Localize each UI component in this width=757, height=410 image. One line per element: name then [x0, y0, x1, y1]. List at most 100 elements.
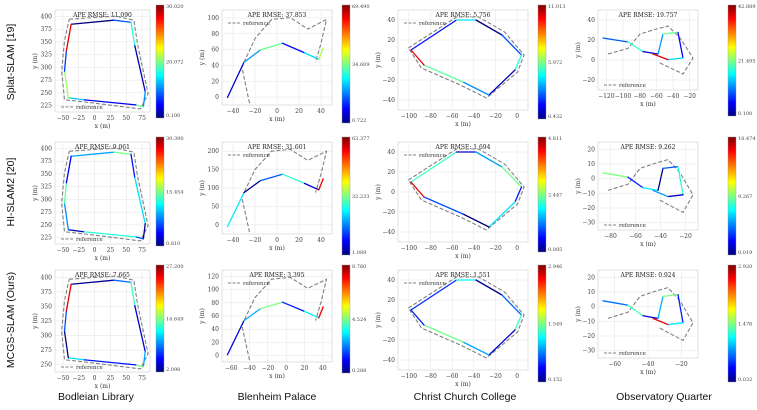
y-tick-label: 50	[211, 203, 219, 210]
y-axis-label: y (m)	[199, 180, 206, 197]
colorbar	[537, 264, 547, 383]
estimated-trajectory-segment	[130, 153, 136, 179]
y-tick-label: 0	[215, 94, 219, 101]
colorbar-tick-label: 1.476	[738, 322, 752, 328]
y-tick-label: 375	[41, 158, 53, 165]
y-tick-label: 250	[41, 90, 53, 97]
estimated-trajectory-segment	[226, 191, 245, 228]
legend-reference-label: reference	[619, 351, 646, 357]
panel-title: APE RMSE: 9.061	[74, 144, 130, 151]
estimated-trajectory-segment	[410, 49, 425, 66]
x-axis-label: x (m)	[95, 123, 111, 130]
colorbar-tick-label: 4.524	[352, 317, 366, 323]
y-tick-label: 275	[41, 77, 53, 84]
estimated-trajectory-segment	[462, 81, 490, 96]
estimated-trajectory-segment	[65, 23, 72, 52]
panel-title: APE RMSE: 9.262	[620, 144, 676, 151]
estimated-trajectory-segment	[70, 19, 115, 25]
estimated-trajectory-segment	[423, 324, 464, 343]
colorbar-tick-label: 9.267	[738, 194, 752, 200]
x-tick-label: −100	[401, 113, 418, 120]
estimated-trajectory-segment	[475, 279, 503, 296]
y-tick-label: 225	[41, 235, 53, 242]
estimated-trajectory-segment	[67, 97, 85, 101]
estimated-trajectory-segment	[243, 307, 262, 322]
x-axis-label: x (m)	[640, 241, 656, 248]
estimated-trajectory-segment	[113, 19, 132, 23]
panel-title: APE RMSE: 7.665	[74, 272, 130, 279]
x-tick-label: 20	[295, 108, 303, 115]
row-label-mcgs: MCGS-SLAM (Ours)	[5, 272, 17, 368]
y-tick-label: 300	[41, 333, 53, 340]
estimated-trajectory-segment	[627, 41, 644, 53]
colorbar	[537, 4, 547, 120]
y-tick-label: 350	[41, 171, 53, 178]
colorbar	[341, 264, 351, 374]
y-tick-label: 40	[211, 326, 219, 333]
estimated-trajectory-segment	[475, 19, 503, 36]
estimated-trajectory-segment	[514, 314, 523, 331]
estimated-trajectory-segment	[475, 151, 503, 168]
estimated-trajectory-segment	[226, 61, 245, 99]
x-axis-label: x (m)	[95, 383, 111, 390]
legend-reference-label: reference	[243, 153, 270, 159]
x-tick-label: −25	[72, 247, 85, 254]
estimated-trajectory-segment	[662, 293, 679, 298]
x-tick-label: −80	[424, 113, 437, 120]
reference-trajectory	[61, 275, 149, 370]
estimated-trajectory-segment	[642, 187, 659, 192]
estimated-trajectory-segment	[134, 177, 146, 225]
legend-reference-label: reference	[243, 21, 270, 27]
colorbar-tick-label: 2.920	[738, 264, 752, 270]
estimated-trajectory-segment	[642, 315, 659, 320]
x-tick-label: −120	[598, 93, 615, 100]
y-tick-label: 0	[391, 189, 395, 196]
y-tick-label: 275	[41, 347, 53, 354]
y-axis-label: y (m)	[32, 313, 39, 330]
estimated-trajectory-segment	[662, 31, 679, 35]
x-tick-label: −40	[467, 113, 480, 120]
y-tick-label: −20	[382, 337, 395, 344]
y-tick-label: 325	[41, 184, 53, 191]
plot-area	[54, 141, 151, 245]
y-tick-label: 100	[208, 185, 220, 192]
x-tick-label: 0	[515, 245, 519, 252]
x-tick-label: −40	[667, 93, 680, 100]
y-tick-label: 40	[211, 62, 219, 69]
estimated-trajectory-segment	[657, 295, 664, 320]
estimated-trajectory-segment	[303, 182, 320, 191]
x-tick-label: −20	[675, 361, 688, 368]
panel-title: APE RMSE: 37.853	[247, 12, 307, 19]
x-tick-label: −40	[467, 245, 480, 252]
colorbar-tick-label: 14.649	[166, 317, 184, 323]
colorbar-tick-label: 0.085	[548, 247, 562, 253]
x-axis-label: x (m)	[269, 373, 285, 380]
colorbar-tick-label: 8.760	[352, 264, 366, 270]
x-tick-label: 50	[122, 115, 130, 122]
y-axis-label: y (m)	[199, 50, 206, 67]
estimated-trajectory-segment	[423, 64, 464, 83]
estimated-trajectory-segment	[423, 196, 464, 215]
colorbar-tick-label: 34.609	[352, 62, 370, 68]
estimated-trajectory-segment	[130, 21, 136, 47]
estimated-trajectory-segment	[627, 304, 644, 317]
panel-title: APE RMSE: 19.757	[618, 12, 678, 19]
x-tick-label: 25	[107, 247, 115, 254]
estimated-trajectory-segment	[243, 49, 262, 63]
x-tick-label: 75	[138, 247, 146, 254]
colorbar	[341, 136, 351, 256]
x-tick-label: 40	[317, 108, 325, 115]
x-axis-label: x (m)	[455, 253, 471, 260]
x-tick-label: 0	[284, 365, 288, 372]
colorbar-tick-label: 2.098	[166, 367, 180, 373]
plot-area	[597, 141, 699, 231]
estimated-trajectory-segment	[462, 341, 490, 356]
x-tick-label: −50	[57, 115, 70, 122]
x-tick-label: −50	[57, 375, 70, 382]
estimated-trajectory-segment	[652, 53, 669, 61]
estimated-trajectory-segment	[667, 194, 684, 198]
y-tick-label: 375	[41, 289, 53, 296]
colorbar-tick-label: 0.810	[166, 241, 180, 247]
x-tick-label: 40	[319, 365, 327, 372]
